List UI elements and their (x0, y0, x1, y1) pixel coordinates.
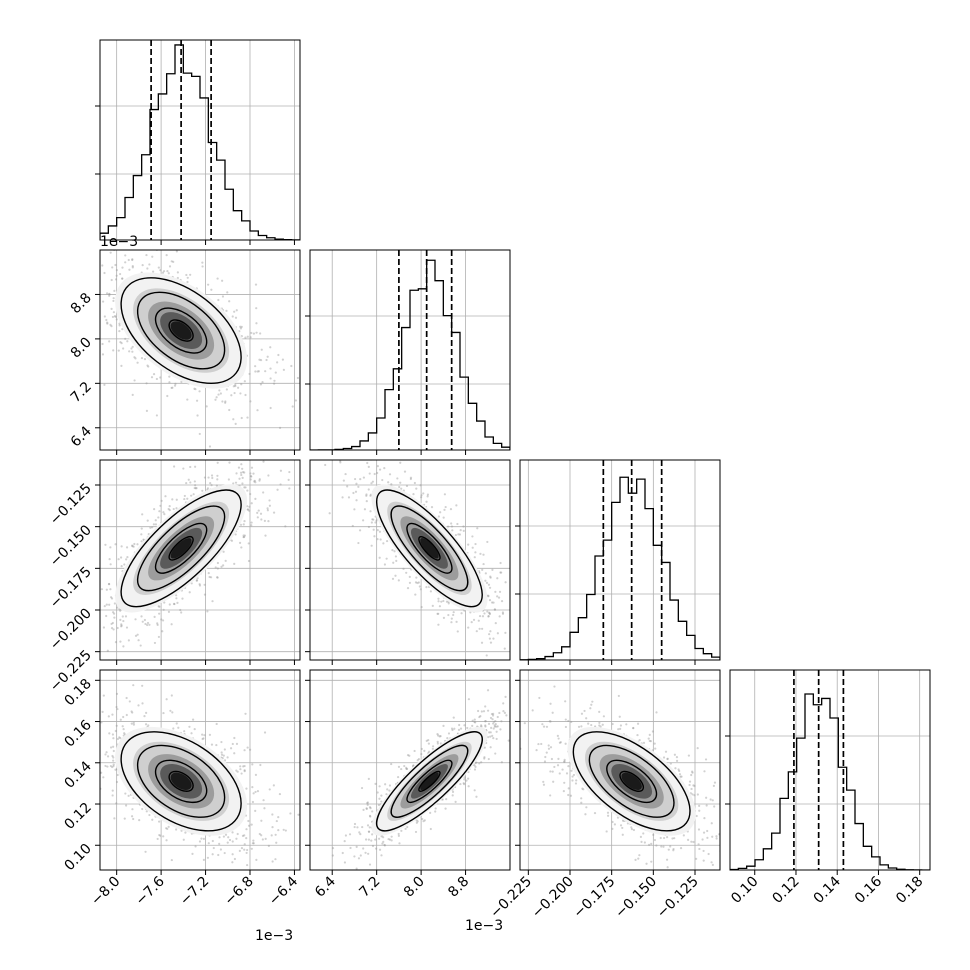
x-tick-label-3-2: 0.14 (811, 873, 844, 906)
y-tick-label-1-3: 8.8 (68, 290, 95, 317)
contour-1-0-0 (120, 277, 242, 385)
x-tick-label-0-0: −8.0 (88, 874, 123, 909)
x-tick-label-0-1: −7.6 (133, 873, 168, 908)
contour-1-0-3 (168, 319, 194, 342)
x-tick-label-2-1: −0.200 (529, 874, 577, 922)
density-2-1-4 (420, 538, 439, 559)
contour-2-1-2 (406, 522, 453, 574)
panel-frame (309, 249, 511, 451)
x-tick-label-2-2: −0.175 (571, 874, 619, 922)
density-3-1-4 (420, 772, 439, 791)
contour-3-0-1 (136, 744, 226, 818)
contour-2-0-1 (136, 505, 226, 592)
histogram-3 (730, 693, 930, 870)
contour-2-1-1 (390, 505, 469, 592)
panel-frame (519, 459, 721, 661)
panel-frame (309, 459, 511, 661)
contour-2-0-2 (154, 522, 208, 574)
panel-frame (99, 39, 301, 241)
x-offset-label-0: 1e−3 (255, 928, 293, 944)
x-tick-label-0-2: −7.2 (177, 874, 212, 909)
x-tick-label-3-1: 0.12 (769, 874, 802, 907)
contour-3-1-0 (375, 731, 483, 832)
contour-1-0-1 (136, 291, 226, 370)
x-tick-label-1-2: 8.0 (401, 874, 428, 901)
panel-2-1 (305, 459, 511, 665)
x-tick-label-0-4: −6.4 (266, 873, 301, 908)
contour-1-0-2 (154, 307, 208, 354)
contour-3-0-3 (168, 770, 194, 792)
contour-2-1-3 (418, 535, 441, 561)
histogram-1 (310, 259, 510, 450)
contour-3-1-2 (406, 759, 453, 804)
panel-3-3: 0.10 0.12 0.14 0.16 0.18 (725, 669, 931, 907)
y-tick-label-3-1: 0.12 (61, 800, 94, 833)
contour-3-0-0 (120, 731, 242, 832)
contour-3-2-2 (606, 759, 658, 804)
contour-2-0-3 (168, 535, 194, 561)
panel-3-0: −8.0 −7.6 −7.2 −6.8 −6.40.100.120.140.160.18 (61, 669, 301, 909)
x-offset-label-1: 1e−3 (465, 918, 503, 934)
panel-frame (729, 669, 931, 871)
panel-frame (99, 249, 301, 451)
histogram-0 (100, 44, 300, 240)
contour-2-0-0 (120, 489, 242, 608)
panel-2-0: −0.225−0.200−0.175−0.150−0.125 (47, 459, 301, 695)
x-tick-label-3-3: 0.16 (852, 873, 885, 906)
density-3-0-4 (170, 772, 192, 790)
panel-3-2: −0.225−0.200−0.175−0.150−0.125 (487, 669, 721, 922)
contour-2-1-0 (375, 489, 483, 608)
panel-frame (99, 669, 301, 871)
panel-1-1 (305, 249, 511, 455)
panel-3-1: 6.4 7.2 8.0 8.8 (305, 669, 511, 901)
x-tick-label-1-1: 7.2 (356, 874, 383, 901)
y-tick-label-1-0: 6.4 (68, 423, 95, 450)
panel-1-0: 6.4 7.2 8.0 8.8 (68, 249, 301, 455)
y-tick-label-2-1: −0.200 (47, 606, 95, 654)
y-tick-label-3-0: 0.10 (61, 841, 94, 874)
y-tick-label-2-2: −0.175 (47, 564, 95, 612)
x-tick-label-1-0: 6.4 (312, 873, 339, 900)
contour-3-2-0 (572, 731, 691, 832)
y-tick-label-2-3: −0.150 (47, 522, 95, 570)
x-tick-label-2-0: −0.225 (487, 874, 535, 922)
contour-3-0-2 (154, 759, 208, 804)
x-tick-label-3-0: 0.10 (728, 874, 761, 907)
x-tick-label-1-3: 8.8 (445, 874, 472, 901)
y-tick-label-3-3: 0.16 (61, 717, 94, 750)
density-3-2-4 (621, 772, 642, 791)
x-tick-label-2-4: −0.125 (654, 874, 702, 922)
contour-3-2-3 (619, 770, 645, 792)
y-offset-label: 1e−3 (100, 234, 138, 250)
y-tick-label-2-4: −0.125 (47, 481, 95, 529)
panel-frame (309, 669, 511, 871)
x-tick-label-2-3: −0.150 (612, 874, 660, 922)
contour-3-2-1 (588, 744, 675, 818)
histogram-2 (520, 476, 720, 660)
x-tick-label-0-3: −6.8 (221, 874, 256, 909)
panel-0-0 (95, 39, 301, 245)
density-2-0-4 (170, 538, 192, 559)
panel-frame (99, 459, 301, 661)
contour-3-1-1 (390, 744, 469, 818)
x-tick-label-3-4: 0.18 (893, 874, 926, 907)
panel-2-2 (515, 459, 721, 665)
panel-frame (519, 669, 721, 871)
contour-3-1-3 (418, 770, 441, 792)
y-tick-label-1-2: 8.0 (68, 334, 95, 361)
y-tick-label-3-2: 0.14 (61, 758, 94, 791)
y-tick-label-1-1: 7.2 (68, 379, 95, 406)
